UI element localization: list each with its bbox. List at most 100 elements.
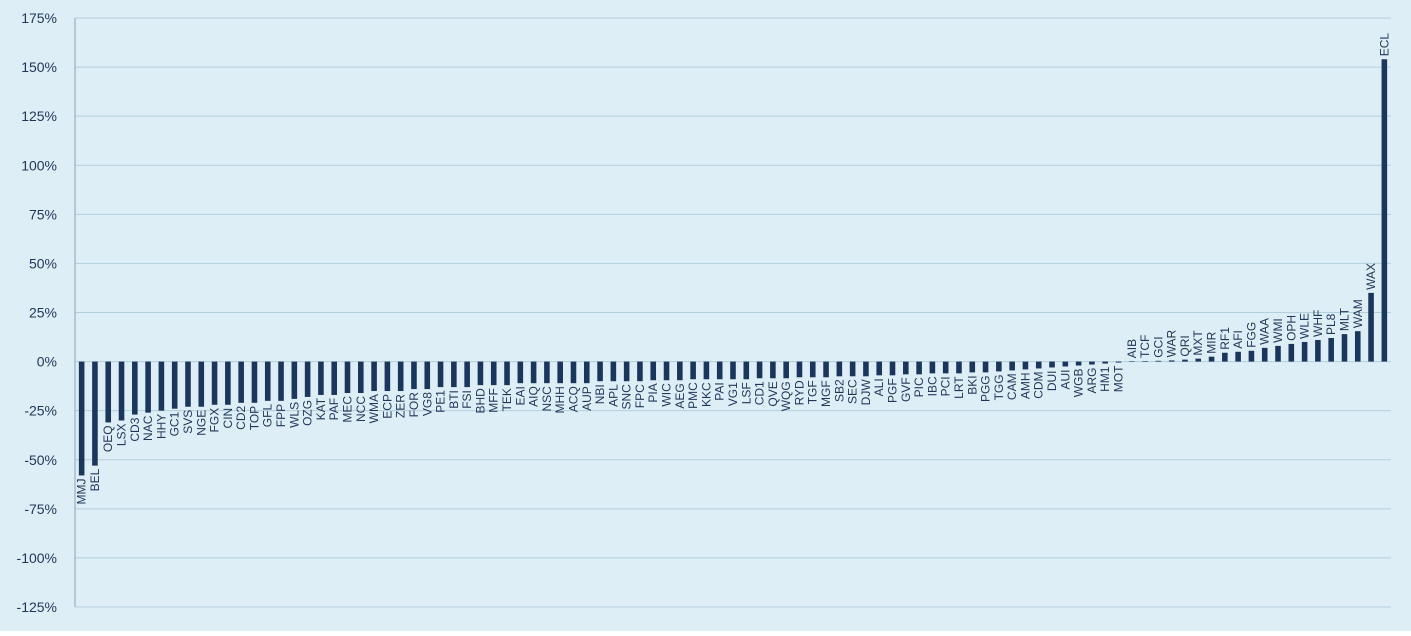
bar-paf	[331, 361, 338, 395]
category-label: AMH	[1018, 372, 1032, 399]
category-label: HHY	[154, 414, 168, 439]
bar-nac	[145, 361, 151, 413]
category-label: WAA	[1258, 318, 1272, 345]
category-label: NAC	[141, 415, 155, 441]
bar-ryd	[796, 361, 803, 378]
category-label: QVE	[766, 381, 780, 406]
bar-wma	[371, 361, 377, 392]
bar-wmi	[1275, 345, 1281, 362]
category-label: ECP	[380, 394, 394, 419]
y-tick-label: -25%	[24, 403, 57, 419]
bar-gci	[1155, 360, 1162, 362]
category-label: PGG	[979, 375, 993, 402]
bar-wle	[1301, 341, 1308, 362]
bar-bhd	[477, 361, 484, 386]
category-label: PL8	[1324, 313, 1338, 335]
category-label: PE1	[434, 390, 448, 413]
bar-nge	[198, 361, 205, 407]
category-label: WMI	[1271, 318, 1285, 343]
y-tick-label: -100%	[17, 550, 57, 566]
bar-ozg	[304, 361, 311, 397]
category-label: LSX	[115, 423, 129, 446]
category-label: GCI	[1151, 336, 1165, 357]
category-label: ARG	[1085, 368, 1099, 394]
category-label: WLE	[1298, 313, 1312, 339]
category-label: AIB	[1125, 339, 1139, 358]
bar-fpc	[637, 361, 643, 382]
bar-svs	[185, 361, 191, 407]
category-label: ALI	[872, 378, 886, 396]
y-tick-label: -125%	[17, 599, 57, 615]
bar-pai	[716, 361, 723, 380]
bar-mec	[344, 361, 351, 393]
category-label: LSF	[739, 382, 753, 404]
bar-vg8	[424, 361, 431, 390]
bar-wls	[291, 361, 298, 399]
category-label: BTI	[447, 390, 461, 409]
bar-djw	[863, 361, 869, 377]
bar-nbi	[597, 361, 603, 382]
category-label: AUI	[1058, 369, 1072, 389]
category-label: HM1	[1098, 366, 1112, 392]
category-label: MXT	[1191, 330, 1205, 356]
bar-pgg	[982, 361, 989, 373]
category-label: TCF	[1138, 335, 1152, 358]
bar-lrt	[956, 361, 962, 374]
category-label: WQG	[779, 381, 793, 411]
category-label: FGX	[208, 408, 222, 433]
category-label: RYD	[792, 380, 806, 405]
category-label: WMA	[367, 394, 381, 423]
bar-aui	[1062, 361, 1069, 367]
bar-tgf	[809, 361, 816, 378]
bar-kkc	[703, 361, 710, 380]
category-label: GVF	[899, 377, 913, 402]
category-label: PAF	[327, 398, 341, 420]
category-label: MHH	[553, 386, 567, 413]
bar-mmj	[78, 361, 85, 476]
bar-oeq	[105, 361, 112, 423]
bar-amh	[1022, 361, 1029, 370]
bar-tgg	[996, 361, 1002, 372]
bar-cd2	[238, 361, 244, 403]
category-label: SEC	[846, 379, 860, 404]
bar-wgb	[1075, 361, 1082, 366]
category-label: CIN	[221, 408, 235, 429]
y-tick-label: -50%	[24, 452, 57, 468]
bar-cd1	[756, 361, 763, 379]
category-label: CDM	[1032, 371, 1046, 398]
category-label: NGE	[194, 410, 208, 436]
bar-qve	[770, 361, 776, 379]
bar-snc	[623, 361, 630, 382]
category-label: FPC	[633, 384, 647, 408]
bar-pia	[650, 361, 657, 381]
bar-gc1	[171, 361, 178, 409]
bar-aiq	[530, 361, 537, 384]
category-label: FOR	[407, 392, 421, 418]
category-label: AEG	[673, 383, 687, 408]
category-label: TOP	[247, 406, 261, 430]
y-tick-label: -75%	[24, 501, 57, 517]
bar-pmc	[690, 361, 696, 380]
bar-pci	[942, 361, 949, 374]
bar-mir	[1208, 356, 1215, 362]
bar-ncc	[358, 361, 364, 393]
bar-bki	[969, 361, 976, 373]
category-label: CD3	[128, 417, 142, 441]
bar-mgf	[823, 361, 829, 378]
category-label: PIC	[912, 377, 926, 397]
category-label: WAX	[1364, 263, 1378, 290]
category-label: CD1	[753, 381, 767, 405]
bar-apl	[610, 361, 617, 382]
category-label: APL	[606, 384, 620, 407]
category-label: WIC	[660, 383, 674, 407]
category-label: EAI	[513, 386, 527, 405]
category-label: PCI	[939, 376, 953, 396]
category-label: VG8	[420, 392, 434, 416]
bar-wic	[663, 361, 670, 381]
bar-bti	[451, 361, 457, 388]
category-label: DJW	[859, 379, 873, 406]
category-label: SVS	[181, 410, 195, 434]
category-label: PGF	[886, 378, 900, 403]
y-tick-label: 100%	[21, 157, 57, 173]
category-label: KKC	[699, 382, 713, 407]
